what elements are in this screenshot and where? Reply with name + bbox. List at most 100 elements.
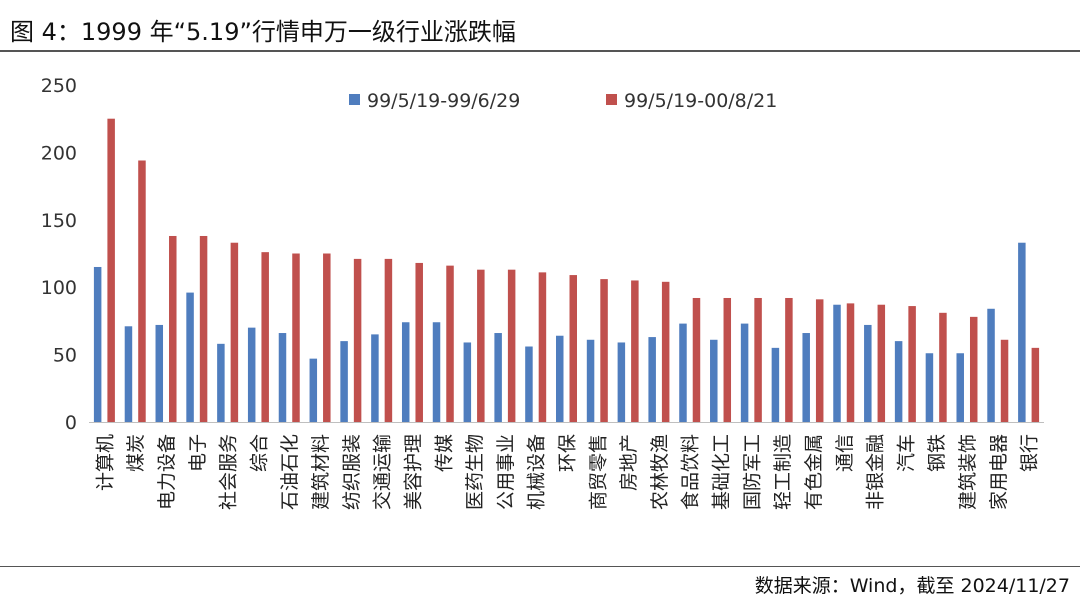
bar-series-1 — [155, 324, 164, 422]
bar-series-1 — [432, 322, 441, 422]
bar-series-1 — [586, 339, 595, 422]
x-category-label: 农林牧渔 — [649, 434, 671, 510]
bar-series-1 — [309, 358, 318, 422]
bar-series-2 — [877, 304, 886, 422]
bar-series-1 — [401, 322, 410, 422]
title-divider — [0, 50, 1080, 52]
legend: 99/5/19-99/6/29 99/5/19-00/8/21 — [349, 90, 777, 112]
bar-series-1 — [247, 327, 256, 422]
bar-series-1 — [278, 333, 287, 422]
x-category-label: 非银金融 — [865, 434, 887, 510]
x-category-label: 综合 — [248, 434, 270, 472]
x-category-label: 传媒 — [433, 434, 455, 472]
bar-series-2 — [107, 118, 115, 422]
bar-series-1 — [371, 334, 379, 422]
bar-series-1 — [525, 346, 533, 422]
x-category-label: 房地产 — [618, 434, 640, 491]
x-category-label: 社会服务 — [218, 434, 240, 510]
y-tick-label: 200 — [41, 142, 77, 164]
bar-series-2 — [353, 258, 362, 422]
x-category-label: 计算机 — [94, 434, 116, 491]
y-tick-label: 250 — [41, 75, 77, 97]
y-tick-label: 50 — [53, 345, 77, 367]
bar-series-2 — [323, 253, 331, 422]
bar-series-1 — [556, 335, 564, 422]
bar-series-1 — [925, 353, 934, 422]
bar-chart: 0 50 100 150 200 250 计算机 煤炭 电力设备 电子 社会服务 综合 石油石化 建筑材… — [41, 75, 1044, 510]
bar-series-1 — [93, 266, 102, 422]
bar-series-1 — [864, 324, 872, 422]
bars — [93, 118, 1040, 422]
x-category-label: 钢铁 — [926, 434, 948, 472]
x-category-label: 基础化工 — [711, 434, 733, 510]
bar-series-2 — [631, 280, 639, 422]
x-category-label: 建筑材料 — [310, 434, 332, 510]
bar-series-2 — [538, 272, 547, 422]
bar-series-2 — [169, 235, 177, 422]
bar-series-1 — [494, 333, 502, 422]
chart-title: 图 4：1999 年“5.19”行情申万一级行业涨跌幅 — [10, 18, 516, 46]
x-category-label: 有色金属 — [803, 434, 825, 510]
bar-series-1 — [802, 333, 810, 422]
x-category-label: 美容护理 — [403, 434, 425, 510]
x-category-label: 环保 — [557, 434, 579, 472]
footer-divider — [0, 566, 1080, 567]
bar-series-2 — [939, 312, 947, 422]
y-tick-label: 100 — [41, 277, 77, 299]
bar-series-1 — [617, 342, 626, 422]
x-category-label: 纺织服装 — [341, 434, 363, 510]
bar-series-1 — [987, 308, 995, 422]
bar-series-1 — [217, 343, 225, 422]
legend-label-series-2: 99/5/19-00/8/21 — [624, 90, 777, 112]
bar-series-1 — [710, 339, 718, 422]
x-category-label: 公用事业 — [495, 434, 517, 510]
bar-series-2 — [1031, 347, 1040, 422]
x-category-label: 家用电器 — [988, 434, 1010, 510]
x-category-label: 煤炭 — [125, 434, 147, 472]
x-category-label: 机械设备 — [526, 434, 548, 510]
bar-series-2 — [908, 306, 916, 422]
bar-series-2 — [815, 299, 824, 422]
x-category-label: 石油石化 — [279, 434, 301, 510]
bar-series-1 — [956, 353, 964, 422]
source-note: 数据来源：Wind，截至 2024/11/27 — [754, 575, 1070, 597]
bar-series-2 — [569, 275, 577, 422]
x-category-label: 食品饮料 — [680, 434, 702, 510]
y-tick-label: 0 — [65, 412, 77, 434]
x-category-label: 通信 — [834, 434, 856, 472]
bar-series-2 — [785, 297, 793, 422]
y-tick-label: 150 — [41, 210, 77, 232]
bar-series-2 — [230, 242, 239, 422]
bar-series-1 — [340, 341, 348, 422]
bar-series-1 — [894, 341, 903, 422]
bar-series-2 — [507, 269, 516, 422]
bar-series-1 — [679, 323, 687, 422]
bar-series-2 — [292, 253, 300, 422]
bar-series-1 — [648, 337, 656, 422]
x-category-label: 建筑装饰 — [957, 434, 979, 510]
bar-series-2 — [384, 258, 393, 422]
bar-series-1 — [463, 342, 472, 422]
bar-series-1 — [186, 292, 194, 422]
bar-series-2 — [723, 297, 732, 422]
legend-swatch-series-1 — [349, 94, 360, 105]
bar-series-2 — [138, 160, 146, 422]
y-axis: 0 50 100 150 200 250 — [41, 75, 77, 434]
x-category-label: 汽车 — [895, 434, 917, 472]
bar-series-2 — [1000, 339, 1009, 422]
bar-series-2 — [199, 235, 208, 422]
bar-series-2 — [846, 303, 855, 422]
bar-series-2 — [600, 279, 608, 422]
bar-series-2 — [261, 252, 269, 422]
bar-series-2 — [415, 262, 423, 422]
bar-series-1 — [771, 347, 780, 422]
x-category-label: 交通运输 — [372, 434, 394, 510]
bar-series-2 — [446, 265, 454, 422]
bar-series-2 — [969, 316, 978, 422]
bar-series-2 — [661, 281, 670, 422]
legend-swatch-series-2 — [606, 94, 617, 105]
bar-series-2 — [754, 297, 762, 422]
bar-series-1 — [1018, 242, 1026, 422]
x-category-label: 电子 — [187, 434, 209, 472]
x-category-label: 轻工制造 — [772, 434, 794, 510]
